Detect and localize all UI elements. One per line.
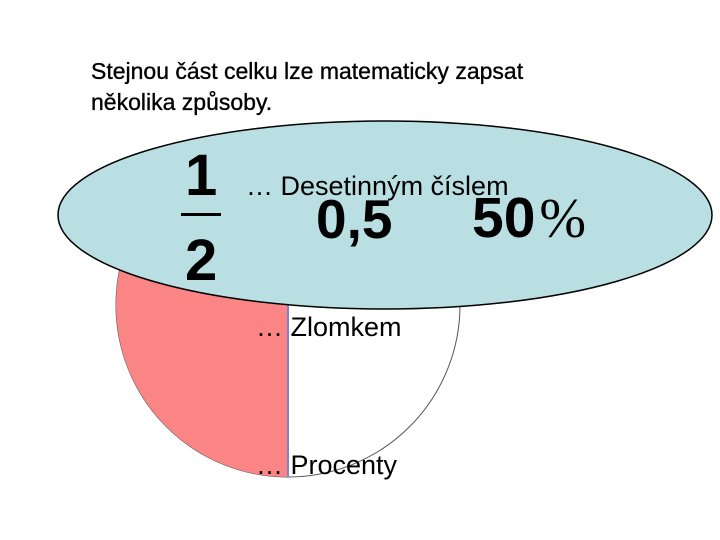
- label-percent: … Procenty: [256, 450, 398, 480]
- percent-sign: %: [539, 188, 587, 250]
- heading-line-2: několika způsoby.: [91, 89, 273, 115]
- percent-expression: 50%: [472, 188, 586, 249]
- fraction-denominator: 2: [185, 228, 218, 293]
- page-heading: Stejnou část celku lze matematicky zapsa…: [91, 56, 523, 118]
- fraction-bar: [181, 213, 221, 216]
- fraction-numerator: 1: [185, 143, 218, 208]
- highlight-ellipse: [57, 120, 713, 310]
- decimal-value: 0,5: [316, 188, 393, 250]
- percent-value: 50: [472, 186, 536, 250]
- label-fraction: … Zlomkem: [256, 312, 402, 342]
- heading-line-1: Stejnou část celku lze matematicky zapsa…: [91, 58, 524, 84]
- label-decimal: … Desetinným číslem: [246, 171, 509, 201]
